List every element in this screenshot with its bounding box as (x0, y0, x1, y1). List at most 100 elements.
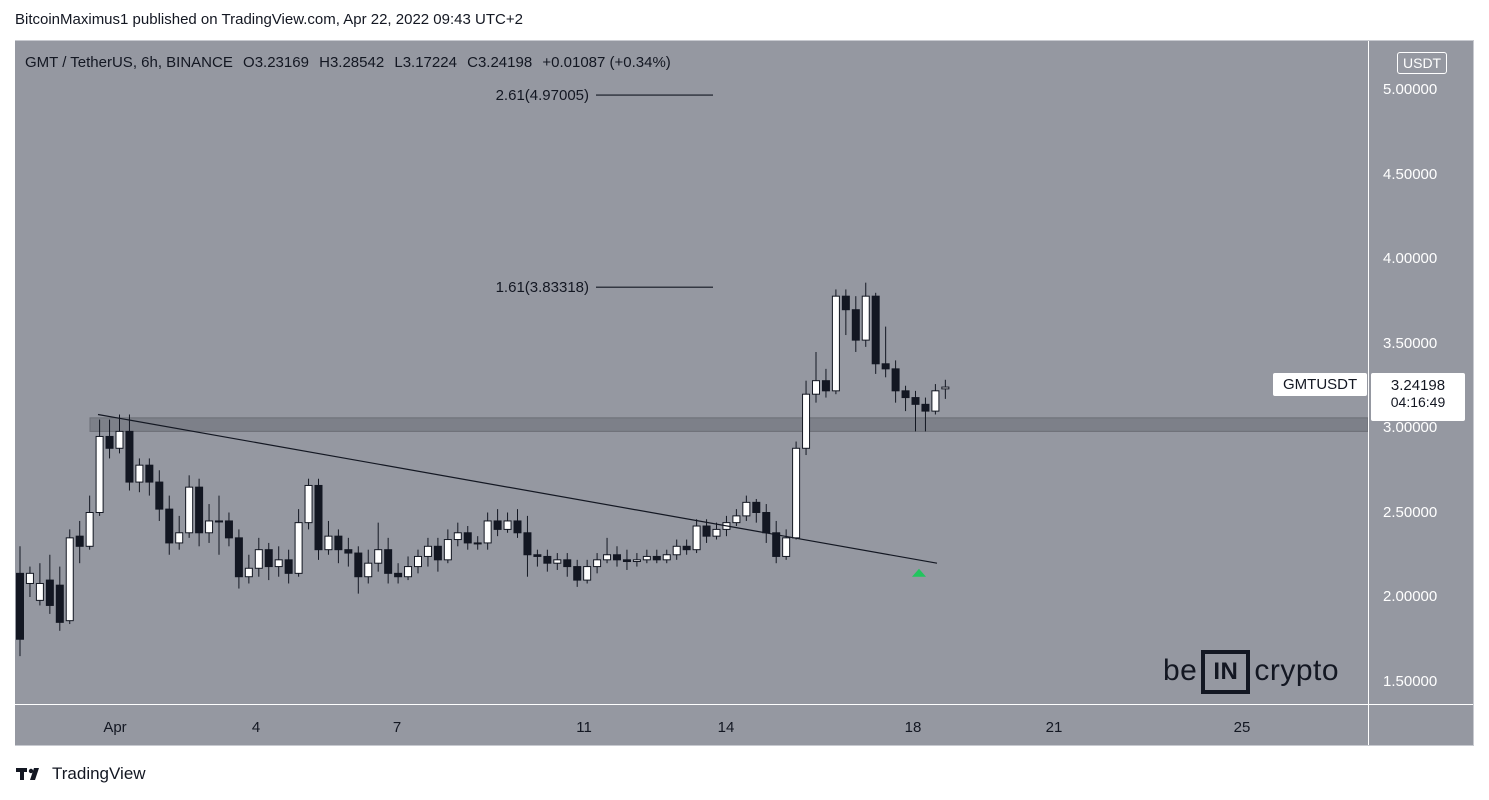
candle-up (254, 549, 263, 569)
fib-level-label: 1.61(3.83318) (496, 279, 589, 296)
time-axis[interactable] (15, 705, 1368, 745)
breakout-arrow-icon (912, 568, 926, 577)
candle-up (712, 528, 721, 537)
candle-up (244, 567, 253, 578)
watermark-crypto: crypto (1254, 653, 1340, 687)
price-tick-label: 3.00000 (1383, 419, 1438, 436)
candle-down (921, 403, 930, 412)
candle-up (65, 537, 74, 622)
candle-up (931, 390, 940, 412)
candle-down (841, 295, 850, 311)
candle-up (115, 430, 124, 449)
candle-up (423, 545, 432, 557)
tradingview-brand[interactable]: TradingView (16, 764, 146, 784)
candle-down (224, 520, 233, 539)
candle-up (593, 559, 602, 568)
candle-up (324, 535, 333, 551)
candle-down (234, 537, 243, 578)
candle-up (692, 525, 701, 551)
axis-separator-horizontal (15, 704, 1473, 705)
candle-down (384, 549, 393, 574)
candle-down (55, 584, 64, 623)
candle-down (344, 549, 353, 554)
candle-down (851, 309, 860, 341)
candle-down (901, 390, 910, 399)
axis-separator-vertical (1368, 41, 1369, 745)
axis-corner (1369, 705, 1473, 745)
candle-up (274, 559, 283, 568)
tradingview-logo-icon (16, 768, 39, 780)
legend-symbol: GMT / TetherUS, 6h, BINANCE (25, 54, 233, 71)
time-tick-label: 18 (904, 719, 922, 736)
candle-down (543, 555, 552, 564)
candle-down (772, 532, 781, 557)
candle-up (294, 522, 303, 574)
candle-down (871, 295, 880, 365)
candle-up (782, 537, 791, 557)
candle-down (165, 508, 174, 544)
legend-close: 3.24198 (477, 54, 533, 71)
candle-down (881, 363, 890, 370)
candle-down (463, 532, 472, 544)
candle-up (941, 386, 950, 390)
candle-up (742, 501, 751, 517)
tradingview-wordmark: TradingView (52, 764, 146, 783)
price-axis[interactable] (1369, 41, 1473, 704)
candle-up (205, 520, 214, 534)
candle-up (85, 512, 94, 547)
chart-svg: 2.61(4.97005) 1.61(3.83318) (16, 87, 1368, 657)
last-price: 3.24198 (1390, 377, 1446, 394)
currency-badge[interactable]: USDT (1397, 52, 1448, 74)
candle-down (155, 481, 164, 510)
candle-up (812, 380, 820, 395)
legend-low: 3.17224 (402, 54, 457, 71)
support-zone (89, 417, 1368, 432)
price-tick-label: 5.00000 (1383, 81, 1438, 98)
candle-up (364, 562, 373, 578)
candle-down (45, 579, 54, 606)
candle-up (25, 572, 34, 584)
candle-up (732, 515, 741, 524)
candle-up (802, 393, 811, 449)
time-tick-label: Apr (103, 719, 127, 736)
candle-down (821, 380, 830, 392)
watermark-be: be (1163, 653, 1198, 687)
candle-down (682, 545, 691, 551)
chart-plot-area[interactable]: 2.61(4.97005) 1.61(3.83318) (15, 41, 1368, 704)
last-price-tag: 3.24198 04:16:49 (1371, 373, 1465, 421)
candle-down (195, 486, 204, 534)
candle-up (404, 566, 413, 578)
candle-down (394, 572, 403, 578)
candle-down (891, 368, 900, 392)
candle-down (911, 397, 920, 405)
candle-up (503, 520, 512, 530)
candle-up (632, 559, 641, 563)
candle-down (563, 559, 572, 568)
publisher-attribution: BitcoinMaximus1 published on TradingView… (15, 11, 523, 28)
candle-up (553, 559, 562, 564)
candle-down (762, 512, 771, 534)
candle-down (533, 554, 542, 557)
time-tick-label: 11 (576, 719, 592, 736)
legend-high: 3.28542 (329, 54, 385, 71)
candle-up (185, 486, 194, 534)
legend-open: 3.23169 (254, 54, 309, 71)
candle-up (603, 554, 612, 561)
beincrypto-watermark: be IN crypto (1163, 650, 1339, 694)
candle-down (16, 572, 24, 640)
legend-open-label: O (243, 54, 255, 71)
candle-down (314, 484, 323, 551)
watermark-in-box: IN (1201, 650, 1251, 694)
candle-up (831, 295, 840, 392)
candle-down (513, 520, 522, 534)
legend-high-label: H (319, 54, 330, 71)
price-tick-label: 4.00000 (1383, 250, 1438, 267)
candle-down (493, 520, 502, 530)
candle-up (443, 539, 452, 561)
candle-up (414, 555, 422, 568)
candle-down (105, 435, 114, 449)
candle-up (662, 554, 671, 561)
candle-down (354, 552, 363, 578)
symbol-price-label: GMTUSDT (1273, 373, 1368, 396)
descending-trendline[interactable] (97, 413, 938, 564)
